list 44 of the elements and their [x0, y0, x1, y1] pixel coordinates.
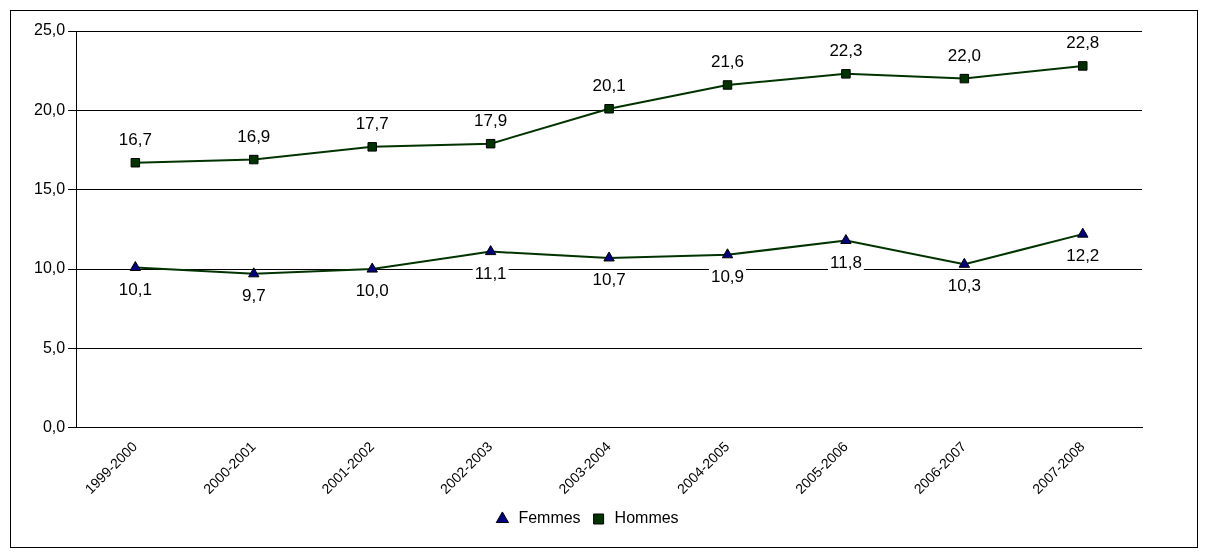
data-label: 17,7	[355, 114, 389, 134]
y-tick-label: 25,0	[34, 21, 66, 39]
point	[958, 257, 971, 268]
data-label: 10,9	[710, 266, 745, 286]
point	[249, 154, 259, 165]
data-label: 21,6	[710, 52, 745, 72]
data-label: 11,8	[830, 252, 862, 272]
data-label: 9,7	[241, 286, 266, 306]
y-tick-label: 15,0	[34, 180, 66, 198]
point	[1077, 227, 1089, 238]
point	[485, 138, 496, 149]
data-label: 11,1	[474, 263, 507, 283]
point	[603, 251, 615, 262]
point	[841, 69, 851, 79]
data-label: 12,2	[1066, 246, 1100, 266]
data-label: 16,9	[237, 126, 271, 146]
legend-label: Hommes	[614, 509, 679, 527]
data-label: 17,9	[474, 110, 508, 130]
data-label: 10,0	[355, 281, 389, 301]
data-label: 16,7	[118, 129, 152, 149]
data-label: 22,3	[829, 41, 863, 61]
y-tick-label: 0,0	[42, 418, 66, 436]
point	[604, 104, 614, 114]
point	[130, 157, 141, 168]
legend-label: Femmes	[518, 509, 581, 527]
y-tick-label: 5,0	[42, 338, 66, 356]
data-label: 22,0	[947, 45, 981, 65]
y-tick-label: 20,0	[34, 100, 66, 118]
point	[366, 262, 378, 273]
data-label: 10,1	[118, 279, 152, 299]
data-label: 10,7	[592, 270, 626, 290]
point	[1078, 61, 1088, 71]
data-label: 22,8	[1066, 33, 1100, 53]
point	[367, 142, 377, 152]
point	[722, 80, 733, 90]
point	[721, 248, 734, 259]
data-label: 10,3	[947, 276, 981, 296]
point	[248, 267, 260, 278]
point	[129, 260, 142, 271]
y-tick-label: 10,0	[34, 259, 66, 277]
point	[840, 234, 852, 244]
data-label: 20,1	[592, 75, 626, 95]
point	[959, 73, 970, 84]
point	[484, 245, 497, 256]
